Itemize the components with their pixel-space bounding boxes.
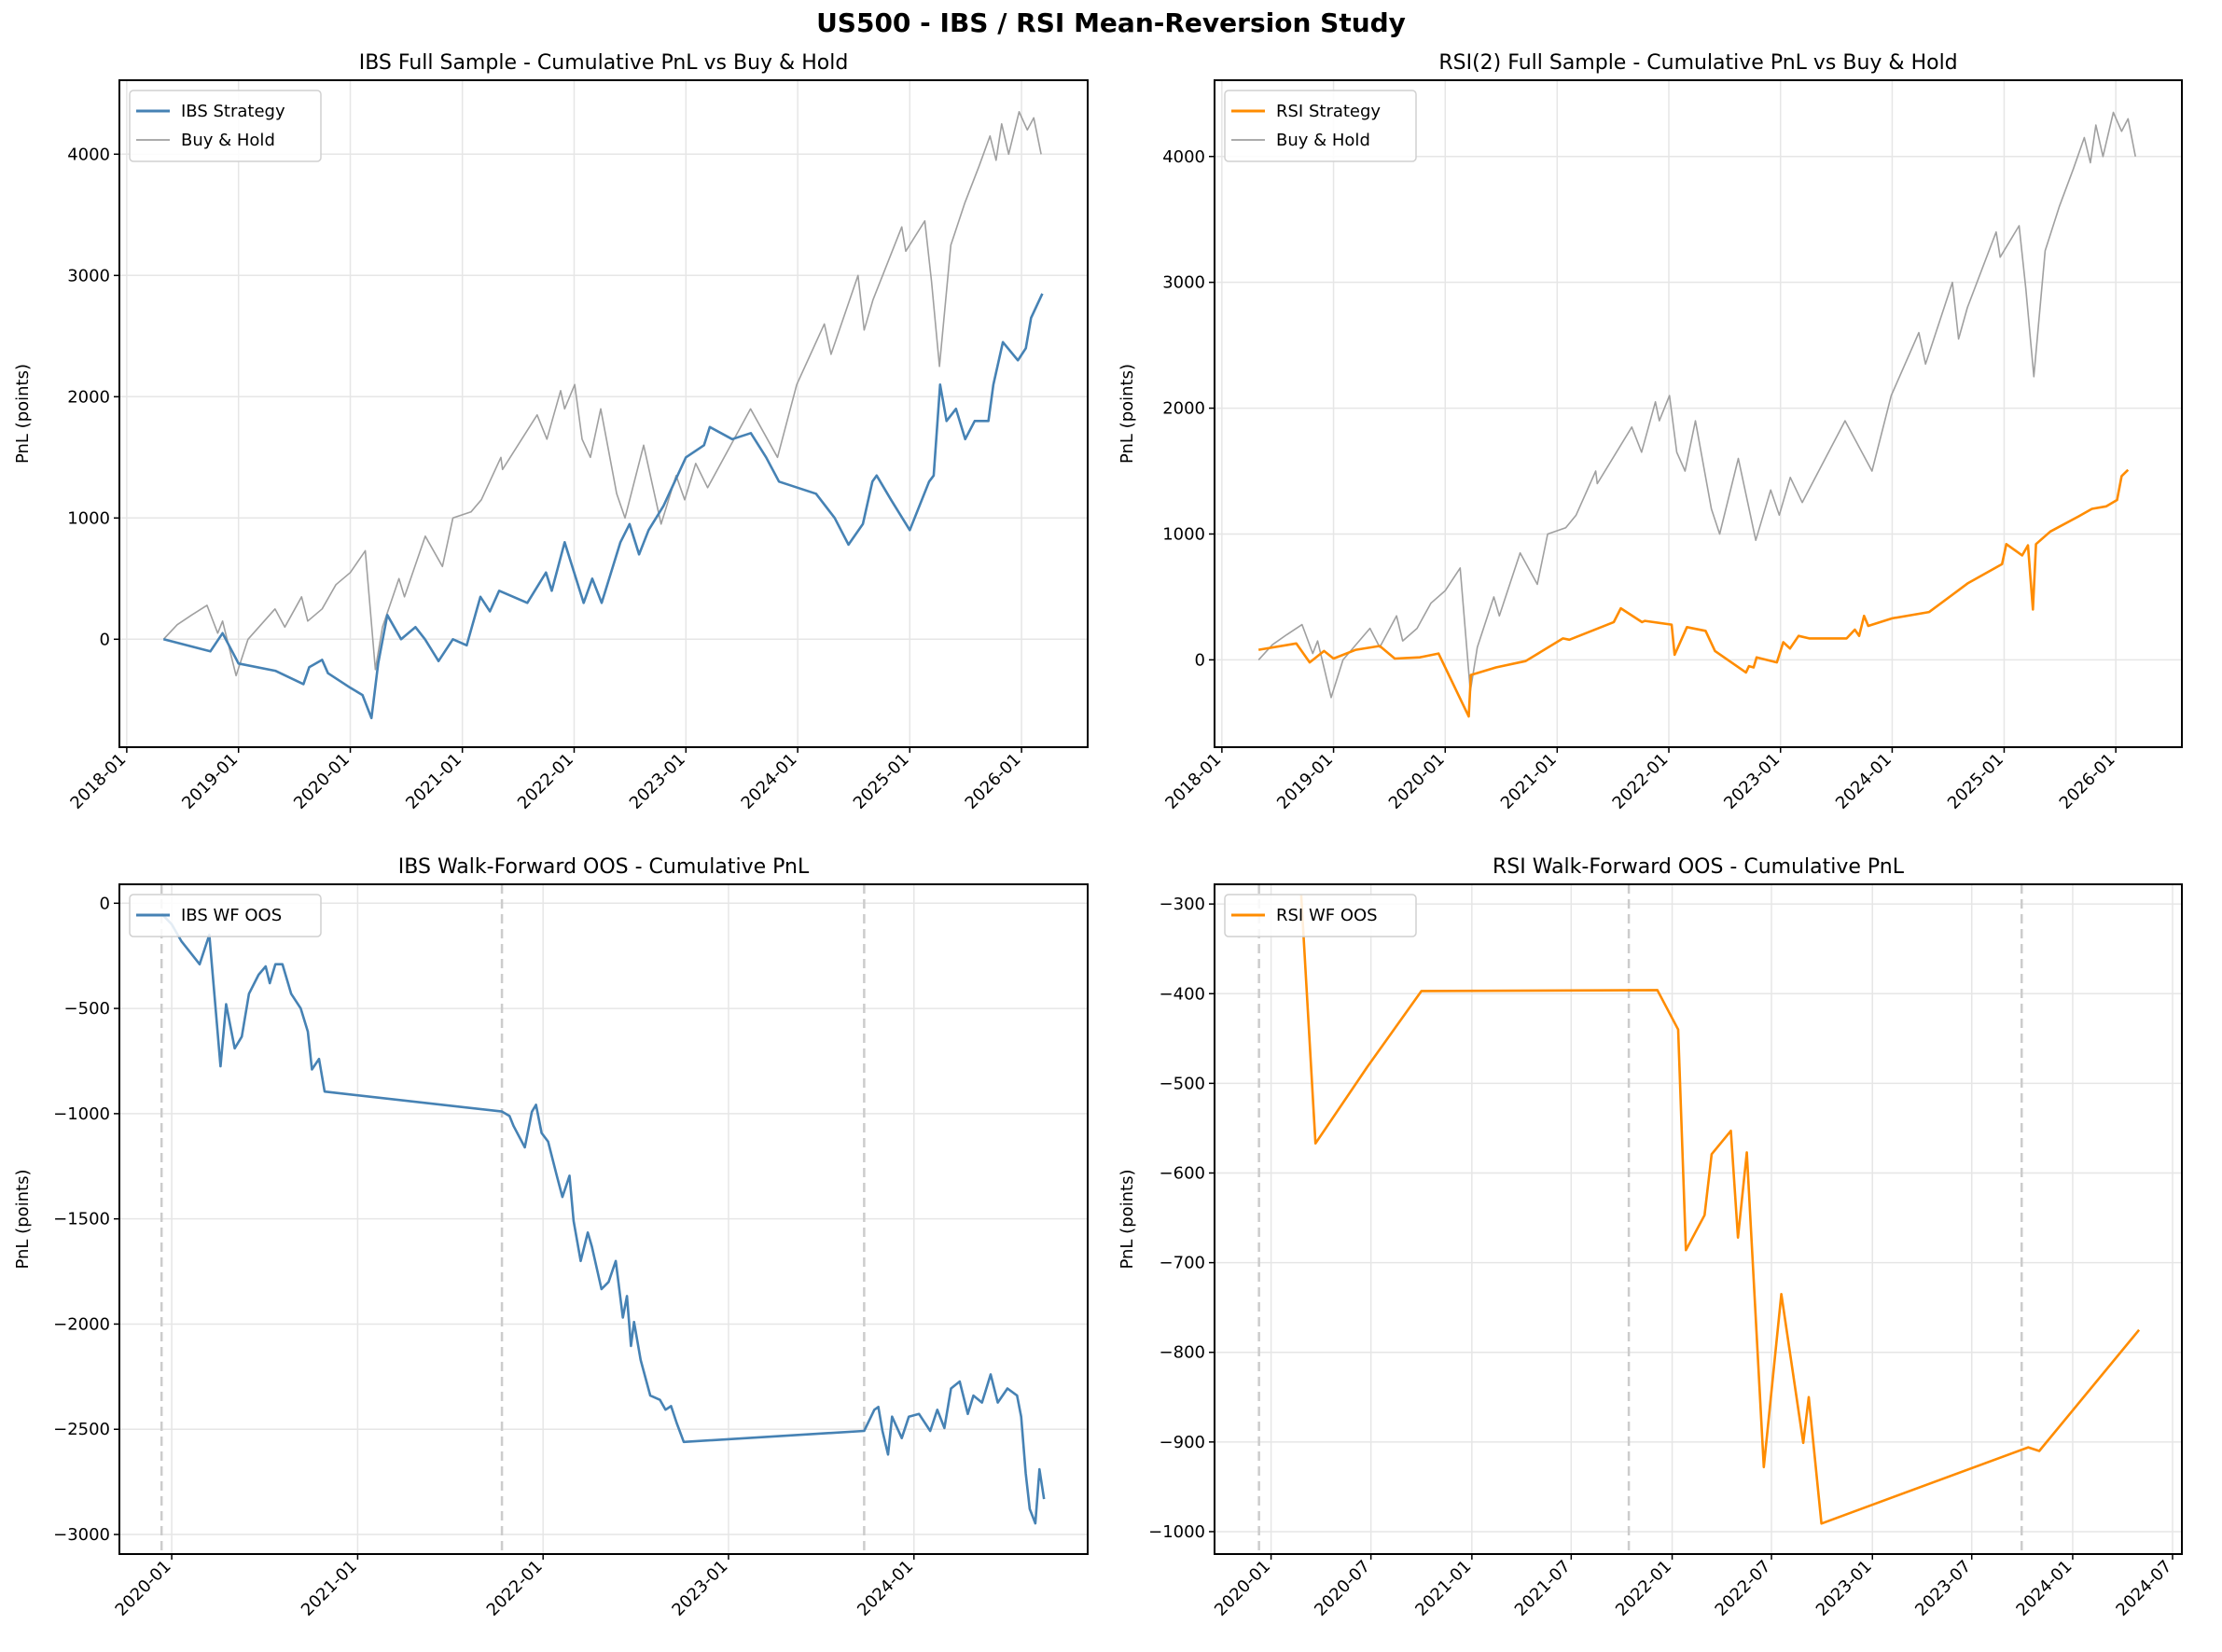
x-tick-label: 2023-01	[626, 750, 689, 813]
x-tick-label: 2018-01	[66, 750, 130, 813]
x-tick-label: 2023-01	[1720, 750, 1784, 813]
subplot-1: 0 1000 2000 3000 4000 2018-01 2019-01 2020-01 20…	[13, 51, 1089, 813]
y-tick-label: −3000	[53, 1525, 110, 1545]
axes-frame	[118, 883, 1089, 1555]
subplot-title: RSI(2) Full Sample - Cumulative PnL vs B…	[1438, 51, 1957, 75]
y-tick-label: −900	[1160, 1433, 1205, 1452]
y-tick-label: −500	[64, 999, 110, 1019]
x-tick-label: 2019-01	[1273, 750, 1337, 813]
series-line-rsi-strategy	[1257, 468, 2130, 718]
x-tick-label: 2023-07	[1911, 1557, 1975, 1620]
legend-label: RSI Strategy	[1276, 102, 1381, 121]
legend-box	[1224, 894, 1417, 937]
subplot-title: RSI Walk-Forward OOS - Cumulative PnL	[1493, 855, 1905, 879]
series-line-rsi-wf-oos	[1299, 895, 2141, 1525]
y-tick-label: 0	[100, 630, 110, 649]
series-line-ibs-wf-oos	[160, 912, 1046, 1525]
y-tick-label: −2500	[53, 1420, 110, 1439]
legend-box	[129, 90, 322, 162]
subplot-4: −300 −400 −500 −600 −700 −800 −900 −1000 2020-01…	[1118, 855, 2183, 1620]
y-tick-label: 4000	[1162, 147, 1205, 167]
x-tick-label: 2026-01	[962, 750, 1025, 813]
legend-label: RSI WF OOS	[1276, 906, 1378, 925]
series-line-buy-hold	[1257, 111, 2136, 699]
x-tick-label: 2022-01	[1612, 1557, 1675, 1620]
x-tick-label: 2020-01	[112, 1557, 175, 1620]
subplot-2: 0 1000 2000 3000 4000 2018-01 2019-01 2020-01 20…	[1118, 51, 2183, 813]
y-tick-label: 1000	[1162, 524, 1205, 544]
legend: RSI WF OOS	[1224, 894, 1417, 937]
y-tick-label: −600	[1160, 1163, 1205, 1183]
y-tick-label: −1000	[1148, 1522, 1205, 1542]
x-tick-label: 2021-01	[1497, 750, 1561, 813]
x-tick-label: 2020-01	[1385, 750, 1449, 813]
y-tick-label: −1000	[53, 1104, 110, 1124]
x-tick-label: 2021-01	[1411, 1557, 1475, 1620]
legend: IBS WF OOS	[129, 894, 322, 937]
legend-box	[129, 894, 322, 937]
axes-frame	[1214, 79, 2183, 748]
x-tick-label: 2019-01	[178, 750, 242, 813]
x-tick-label: 2024-01	[2012, 1557, 2076, 1620]
y-tick-label: −300	[1160, 895, 1205, 914]
x-tick-label: 2022-01	[514, 750, 577, 813]
x-tick-label: 2026-01	[2056, 750, 2119, 813]
series-line-buy-hold	[162, 111, 1042, 677]
subplot-title: IBS Full Sample - Cumulative PnL vs Buy …	[359, 51, 849, 75]
y-tick-label: 0	[1195, 650, 1205, 670]
x-tick-label: 2021-01	[298, 1557, 361, 1620]
y-axis-label: PnL (points)	[1118, 1169, 1137, 1269]
y-tick-label: 2000	[67, 387, 110, 407]
x-tick-label: 2024-07	[2112, 1557, 2175, 1620]
y-axis-label: PnL (points)	[13, 364, 33, 464]
y-tick-label: −400	[1160, 984, 1205, 1004]
x-tick-label: 2025-01	[850, 750, 913, 813]
x-tick-label: 2022-01	[1609, 750, 1673, 813]
x-tick-label: 2022-07	[1712, 1557, 1775, 1620]
x-tick-label: 2021-07	[1511, 1557, 1575, 1620]
x-tick-label: 2023-01	[1812, 1557, 1876, 1620]
y-tick-label: 3000	[1162, 273, 1205, 293]
x-tick-label: 2021-01	[402, 750, 465, 813]
x-tick-label: 2024-01	[738, 750, 801, 813]
legend-label: Buy & Hold	[181, 131, 275, 150]
legend: RSI Strategy Buy & Hold	[1224, 90, 1417, 162]
subplot-title: IBS Walk-Forward OOS - Cumulative PnL	[398, 855, 810, 879]
legend-box	[1224, 90, 1417, 162]
figure-title: US500 - IBS / RSI Mean-Reversion Study	[816, 7, 1406, 38]
y-tick-label: 4000	[67, 145, 110, 164]
x-tick-label: 2024-01	[854, 1557, 917, 1620]
x-tick-label: 2020-01	[1211, 1557, 1274, 1620]
x-tick-label: 2025-01	[1944, 750, 2007, 813]
y-tick-label: −2000	[53, 1314, 110, 1334]
x-tick-label: 2020-01	[290, 750, 354, 813]
legend: IBS Strategy Buy & Hold	[129, 90, 322, 162]
axes-frame	[118, 79, 1089, 748]
legend-label: IBS Strategy	[181, 102, 285, 121]
y-tick-label: −1500	[53, 1210, 110, 1229]
y-tick-label: 0	[100, 894, 110, 913]
legend-label: Buy & Hold	[1276, 131, 1370, 150]
y-axis-label: PnL (points)	[13, 1169, 33, 1269]
y-axis-label: PnL (points)	[1118, 364, 1137, 464]
y-tick-label: −500	[1160, 1074, 1205, 1093]
x-tick-label: 2024-01	[1832, 750, 1896, 813]
axes-frame	[1214, 883, 2183, 1555]
y-tick-label: 3000	[67, 266, 110, 285]
x-tick-label: 2023-01	[668, 1557, 731, 1620]
series-line-ibs-strategy	[162, 293, 1044, 720]
y-tick-label: −800	[1160, 1343, 1205, 1363]
x-tick-label: 2022-01	[483, 1557, 547, 1620]
x-tick-label: 2018-01	[1161, 750, 1225, 813]
y-tick-label: 2000	[1162, 399, 1205, 419]
legend-label: IBS WF OOS	[181, 906, 282, 925]
x-tick-label: 2020-07	[1311, 1557, 1374, 1620]
y-tick-label: −700	[1160, 1254, 1205, 1273]
y-tick-label: 1000	[67, 508, 110, 528]
